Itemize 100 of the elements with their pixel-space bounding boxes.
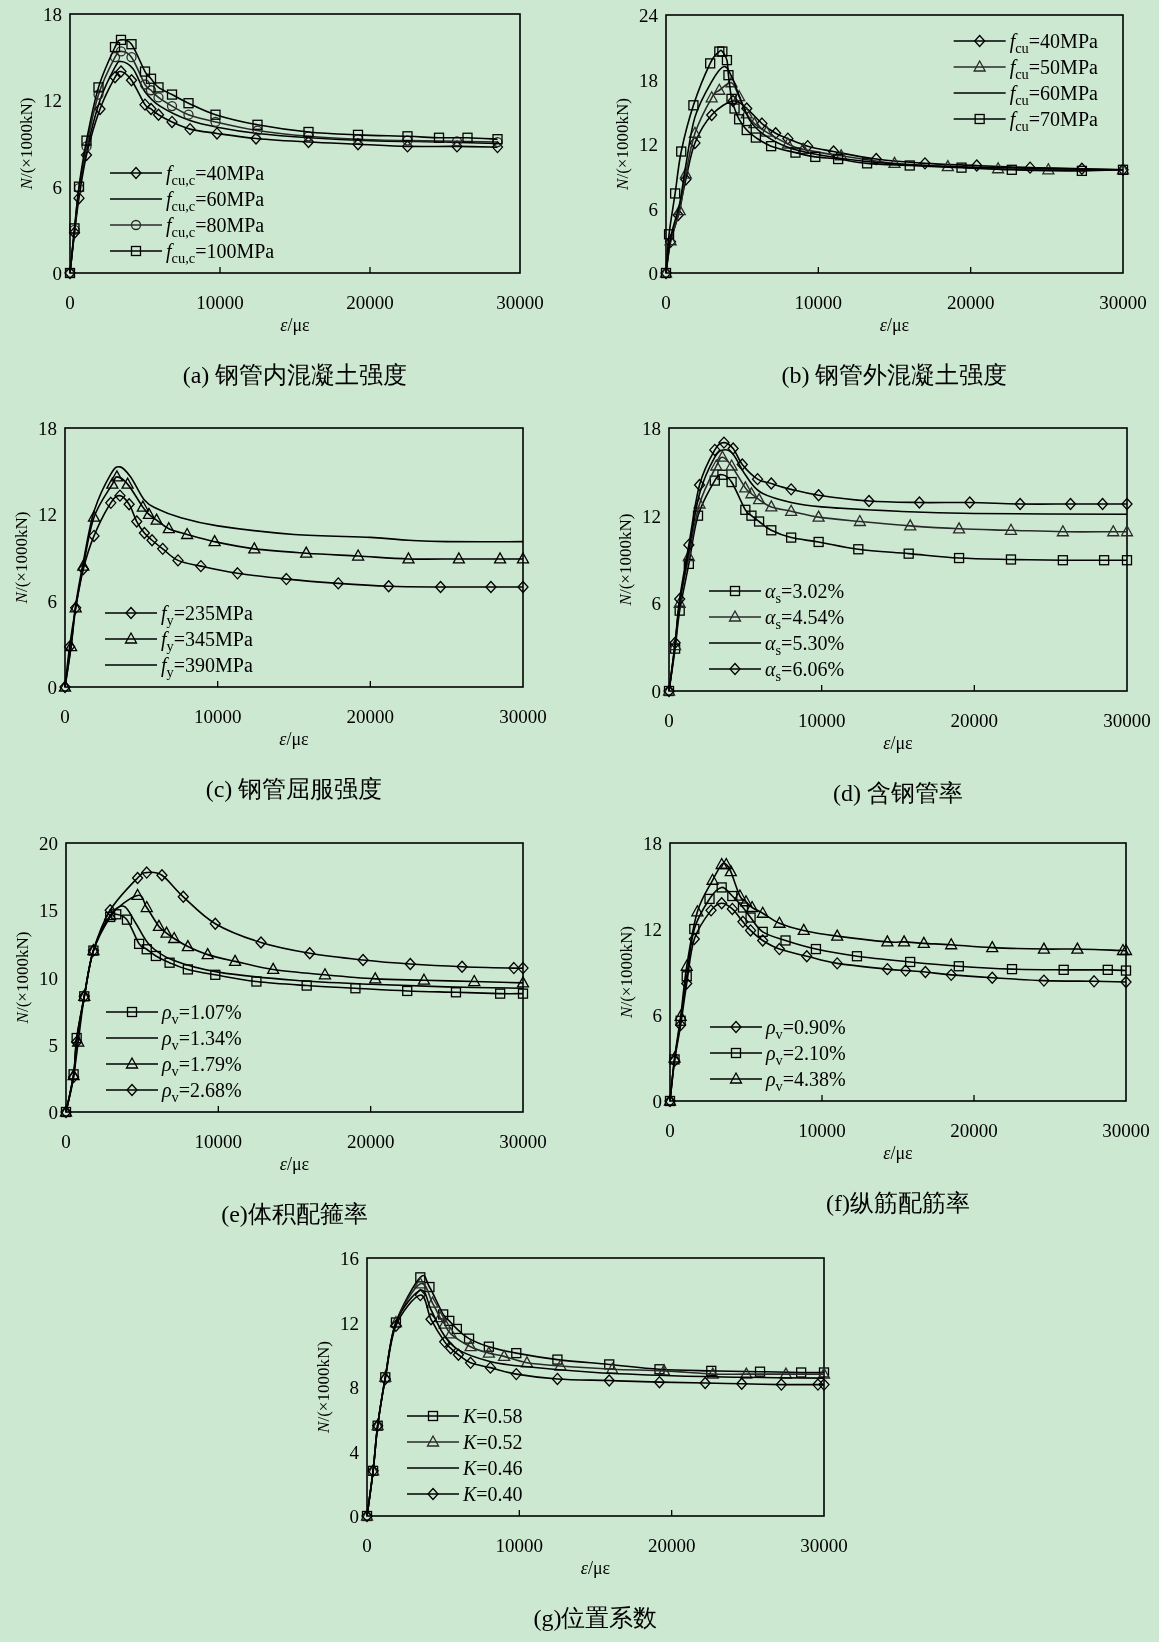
x-axis-title: ε/με: [883, 733, 914, 753]
y-tick-label: 10: [39, 967, 58, 989]
legend-label: K=0.40: [462, 1483, 523, 1505]
x-tick-label: 20000: [946, 292, 995, 313]
text: (b) 钢管外混凝土强度: [781, 362, 1008, 388]
legend-label: f$_{cu,c}$=100MPa: [166, 240, 275, 266]
y-tick-label: 20: [39, 833, 58, 854]
x-tick-label: 10000: [196, 292, 244, 313]
y-tick-label: 0: [651, 681, 661, 702]
x-tick-label: 20000: [346, 1131, 395, 1152]
x-tick-label: 10000: [495, 1535, 544, 1556]
x-tick-label: 10000: [193, 706, 242, 727]
x-tick-label: 30000: [1103, 710, 1151, 731]
x-tick-label: 10000: [797, 710, 846, 731]
y-tick-label: 15: [39, 900, 58, 922]
legend-label: f$_{cu}$=70MPa: [1009, 108, 1098, 134]
y-tick-label: 18: [43, 4, 62, 25]
x-axis-title: ε/με: [580, 1558, 611, 1578]
x-axis-title: ε/με: [279, 729, 310, 749]
x-axis-title: ε/με: [879, 315, 910, 335]
x-tick-label: 30000: [1102, 1120, 1150, 1141]
x-tick-label: 10000: [798, 1120, 846, 1141]
x-tick-label: 20000: [346, 292, 394, 313]
y-tick-label: 6: [652, 1005, 662, 1026]
text: (a) 钢管内混凝土强度: [182, 362, 408, 388]
legend-label: f$_{y}$=390MPa: [161, 654, 253, 680]
legend-label: f$_{cu}$=40MPa: [1009, 30, 1098, 56]
x-tick-label: 20000: [950, 1120, 998, 1141]
legend-label: K=0.58: [462, 1405, 523, 1427]
y-tick-label: 0: [652, 1091, 662, 1112]
y-tick-label: 0: [349, 1506, 359, 1527]
legend-label: f$_{cu,c}$=60MPa: [166, 188, 265, 214]
legend-label: f$_{y}$=345MPa: [161, 628, 253, 654]
y-tick-label: 6: [47, 590, 57, 612]
text: (f)纵筋配筋率: [826, 1190, 970, 1216]
legend-label: f$_{cu,c}$=80MPa: [166, 214, 265, 240]
x-tick-label: 20000: [346, 706, 395, 727]
text: (c) 钢管屈服强度: [205, 776, 383, 802]
y-tick-label: 0: [52, 263, 62, 284]
text: (g)位置系数: [533, 1605, 658, 1631]
y-axis-title: N/(×1000kN): [613, 98, 632, 191]
legend-label: ρ$_{v}$=1.07%: [161, 1001, 242, 1027]
y-axis-title: N/(×1000kN): [13, 931, 32, 1025]
x-tick-label: 30000: [800, 1535, 848, 1556]
x-tick-label: 0: [362, 1535, 372, 1556]
legend-label: f$_{cu}$=50MPa: [1009, 56, 1098, 82]
y-tick-label: 12: [639, 134, 658, 155]
x-tick-label: 20000: [950, 710, 999, 731]
y-tick-label: 6: [648, 198, 658, 220]
y-tick-label: 16: [340, 1248, 359, 1269]
y-tick-label: 24: [639, 5, 659, 26]
legend-label: K=0.52: [462, 1431, 523, 1453]
x-tick-label: 0: [65, 292, 75, 313]
x-axis-title: ε/με: [280, 315, 311, 335]
y-tick-label: 18: [639, 69, 658, 91]
y-tick-label: 18: [38, 418, 57, 439]
y-tick-label: 0: [47, 677, 57, 698]
y-tick-label: 4: [349, 1441, 360, 1463]
y-tick-label: 5: [48, 1034, 58, 1056]
text: (e)体积配箍率: [221, 1201, 368, 1227]
legend-label: ρ$_{v}$=0.90%: [765, 1016, 846, 1042]
y-tick-label: 18: [642, 418, 661, 439]
legend-label: ρ$_{v}$=4.38%: [765, 1068, 846, 1094]
x-tick-label: 30000: [496, 292, 544, 313]
legend-label: α$_{s}$=3.02%: [765, 580, 845, 606]
y-axis-title: N/(×1000kN): [616, 513, 635, 607]
y-tick-label: 12: [340, 1312, 359, 1334]
legend-label: ρ$_{v}$=2.68%: [161, 1079, 242, 1105]
y-tick-label: 8: [349, 1377, 359, 1398]
x-tick-label: 30000: [1099, 292, 1147, 313]
y-tick-label: 6: [52, 176, 62, 198]
x-tick-label: 0: [665, 1120, 675, 1141]
legend-label: α$_{s}$=6.06%: [765, 658, 845, 684]
y-axis-title: N/(×1000kN): [17, 97, 36, 191]
legend-label: α$_{s}$=5.30%: [765, 632, 845, 658]
x-tick-label: 20000: [647, 1535, 696, 1556]
y-tick-label: 12: [643, 919, 662, 940]
legend-label: f$_{y}$=235MPa: [161, 602, 253, 628]
text: (d) 含钢管率: [833, 780, 963, 806]
legend-label: ρ$_{v}$=2.10%: [765, 1042, 846, 1068]
y-axis-title: N/(×1000kN): [12, 511, 31, 605]
y-tick-label: 12: [38, 504, 57, 526]
y-axis-title: N/(×1000kN): [617, 926, 636, 1019]
legend-label: ρ$_{v}$=1.79%: [161, 1053, 242, 1079]
y-tick-label: 12: [642, 505, 661, 527]
y-tick-label: 12: [43, 90, 62, 112]
x-axis-title: ε/με: [883, 1143, 914, 1163]
legend-label: f$_{cu,c}$=40MPa: [166, 162, 265, 188]
y-tick-label: 0: [48, 1102, 58, 1123]
y-axis-title: N/(×1000kN): [314, 1341, 333, 1434]
x-tick-label: 30000: [499, 706, 547, 727]
legend-label: K=0.46: [462, 1457, 523, 1479]
x-tick-label: 10000: [194, 1131, 243, 1152]
legend-label: ρ$_{v}$=1.34%: [161, 1027, 242, 1053]
y-tick-label: 0: [648, 263, 658, 284]
x-axis-title: ε/με: [279, 1154, 310, 1174]
x-tick-label: 30000: [499, 1131, 547, 1152]
y-tick-label: 18: [643, 833, 662, 854]
y-tick-label: 6: [651, 593, 661, 615]
legend-label: f$_{cu}$=60MPa: [1009, 82, 1098, 108]
